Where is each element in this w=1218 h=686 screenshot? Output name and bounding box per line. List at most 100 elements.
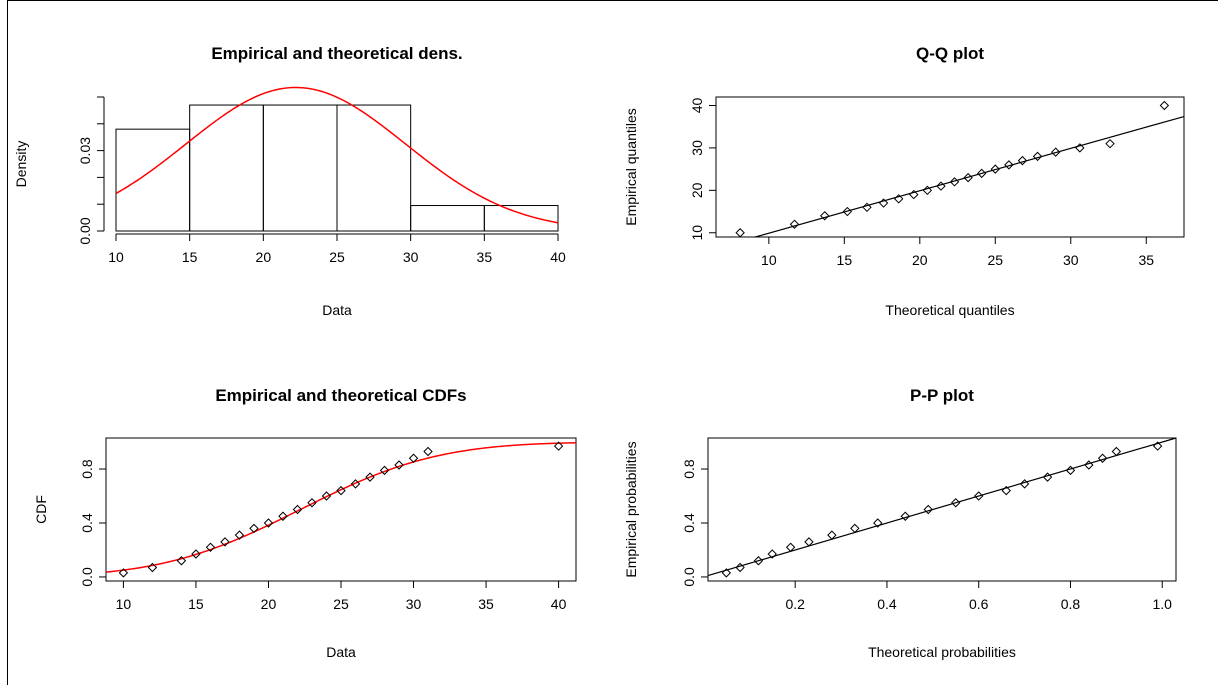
x-tick-label: 0.4	[877, 596, 897, 612]
data-point	[1065, 465, 1076, 476]
data-point	[936, 181, 946, 191]
panel-title: Q-Q plot	[916, 44, 984, 63]
x-tick-label: 20	[256, 249, 272, 265]
y-tick-label: 0.00	[77, 217, 93, 244]
x-tick-label: 10	[761, 252, 777, 268]
data-point	[873, 518, 883, 528]
data-point	[379, 465, 390, 476]
data-point	[1019, 479, 1030, 489]
theoretical-curve	[105, 442, 577, 573]
data-point	[1042, 472, 1053, 482]
histogram-bar	[336, 104, 412, 232]
data-point	[176, 556, 187, 566]
data-point	[278, 511, 288, 521]
data-point	[263, 518, 274, 528]
data-point	[842, 206, 853, 217]
panel-title: P-P plot	[910, 386, 974, 405]
x-tick-label: 25	[333, 596, 349, 612]
histogram-bar	[262, 104, 338, 232]
data-point	[923, 504, 933, 515]
data-point	[1097, 453, 1108, 463]
data-point	[963, 172, 973, 183]
data-point	[878, 198, 889, 208]
x-axis-label: Data	[322, 302, 352, 318]
plot-window: Empirical and theoretical dens. Data Densi…	[7, 0, 1218, 685]
x-tick-label: 10	[108, 249, 124, 265]
x-tick-label: 15	[188, 596, 204, 612]
x-axis-label: Data	[326, 644, 356, 660]
plot-box	[715, 96, 1185, 238]
data-point	[735, 228, 745, 238]
data-point	[1111, 446, 1122, 457]
data-point	[336, 485, 346, 496]
data-point	[191, 549, 201, 559]
y-tick-label: 0.4	[79, 513, 95, 533]
x-tick-label: 30	[406, 596, 422, 612]
data-point	[753, 556, 764, 566]
y-tick-label: 20	[689, 182, 705, 198]
y-axis-label: Empirical probabilities	[623, 441, 639, 577]
y-tick-label: 10	[689, 225, 705, 241]
data-point	[1004, 160, 1014, 170]
data-point	[922, 185, 933, 196]
y-tick-label: 0.8	[681, 459, 697, 479]
data-point	[973, 491, 984, 501]
reference-line	[707, 437, 1177, 577]
data-point	[900, 511, 911, 521]
y-tick-label: 0.0	[681, 567, 697, 587]
data-point	[862, 202, 872, 213]
reference-line	[755, 115, 1185, 238]
data-point	[423, 446, 433, 457]
panel-title: Empirical and theoretical CDFs	[215, 386, 466, 405]
data-point	[147, 562, 158, 573]
fit-diagnostics-figure: Empirical and theoretical dens. Data Densi…	[13, 44, 1185, 660]
panel-1	[97, 86, 559, 241]
y-axis-label: Density	[13, 141, 29, 188]
y-axis-label: CDF	[33, 495, 49, 524]
x-tick-label: 40	[550, 249, 566, 265]
data-point	[1050, 147, 1061, 157]
data-point	[949, 177, 960, 187]
panel-title: Empirical and theoretical dens.	[211, 44, 462, 63]
data-point	[1032, 151, 1043, 162]
x-tick-label: 35	[1138, 252, 1154, 268]
data-point	[249, 523, 259, 534]
x-tick-label: 0.8	[1061, 596, 1081, 612]
x-tick-label: 35	[477, 249, 493, 265]
data-point	[1017, 155, 1028, 166]
data-point	[827, 530, 837, 540]
histogram-bar	[115, 128, 191, 232]
data-point	[553, 441, 564, 451]
data-point	[721, 568, 732, 578]
x-tick-label: 25	[329, 249, 345, 265]
data-point	[850, 523, 860, 534]
data-point	[976, 168, 987, 179]
y-tick-label: 40	[689, 97, 705, 113]
data-point	[1159, 100, 1170, 111]
data-point	[307, 498, 317, 508]
y-tick-label: 0.8	[79, 459, 95, 479]
x-tick-label: 15	[182, 249, 198, 265]
data-point	[205, 542, 216, 552]
plot-box	[707, 437, 1177, 582]
x-tick-label: 10	[116, 596, 132, 612]
x-axis-label: Theoretical quantiles	[885, 302, 1014, 318]
panel-4	[701, 437, 1177, 588]
y-tick-label: 30	[689, 140, 705, 156]
data-point	[118, 568, 129, 578]
histogram-bar	[189, 104, 264, 232]
data-point	[1075, 143, 1085, 153]
x-tick-label: 0.6	[969, 596, 989, 612]
y-tick-label: 0.4	[681, 513, 697, 533]
data-point	[220, 537, 230, 547]
data-point	[394, 460, 404, 470]
data-point	[1001, 485, 1011, 496]
x-tick-label: 20	[261, 596, 277, 612]
x-tick-label: 15	[837, 252, 853, 268]
x-tick-label: 30	[403, 249, 419, 265]
data-point	[321, 491, 332, 501]
x-tick-label: 35	[478, 596, 494, 612]
data-point	[1152, 441, 1163, 451]
panel-3	[99, 437, 577, 588]
data-point	[789, 219, 800, 229]
